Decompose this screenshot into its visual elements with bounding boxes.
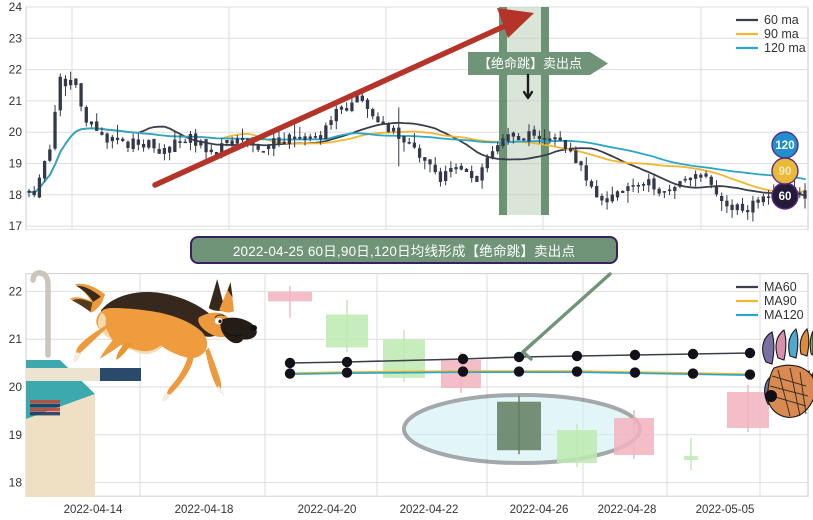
svg-text:2022-04-26: 2022-04-26 — [510, 504, 569, 516]
svg-text:2022-04-28: 2022-04-28 — [598, 504, 657, 516]
svg-text:18: 18 — [9, 476, 23, 490]
svg-text:MA120: MA120 — [764, 308, 804, 322]
svg-text:MA90: MA90 — [764, 294, 797, 308]
svg-text:19: 19 — [9, 428, 23, 442]
svg-text:24: 24 — [9, 0, 23, 14]
svg-text:60: 60 — [779, 191, 792, 203]
svg-text:23: 23 — [9, 31, 23, 45]
svg-text:19: 19 — [9, 157, 23, 171]
svg-text:18: 18 — [9, 188, 23, 202]
svg-text:MA60: MA60 — [764, 280, 797, 294]
svg-text:2022-05-05: 2022-05-05 — [696, 504, 755, 516]
svg-text:22: 22 — [9, 284, 23, 298]
svg-text:【绝命跳】卖出点: 【绝命跳】卖出点 — [478, 56, 582, 71]
svg-text:90: 90 — [779, 166, 792, 178]
svg-text:2022-04-18: 2022-04-18 — [175, 504, 234, 516]
svg-text:17: 17 — [9, 219, 23, 230]
svg-text:20: 20 — [9, 380, 23, 394]
svg-text:2022-04-14: 2022-04-14 — [64, 504, 123, 516]
svg-text:90 ma: 90 ma — [764, 27, 799, 41]
svg-text:120 ma: 120 ma — [764, 41, 806, 55]
svg-text:120: 120 — [775, 140, 794, 152]
svg-text:2022-04-22: 2022-04-22 — [400, 504, 459, 516]
svg-text:21: 21 — [9, 332, 23, 346]
svg-text:2022-04-20: 2022-04-20 — [298, 504, 357, 516]
svg-text:20: 20 — [9, 125, 23, 139]
svg-text:60 ma: 60 ma — [764, 13, 799, 27]
svg-text:21: 21 — [9, 94, 23, 108]
svg-text:22: 22 — [9, 63, 23, 77]
